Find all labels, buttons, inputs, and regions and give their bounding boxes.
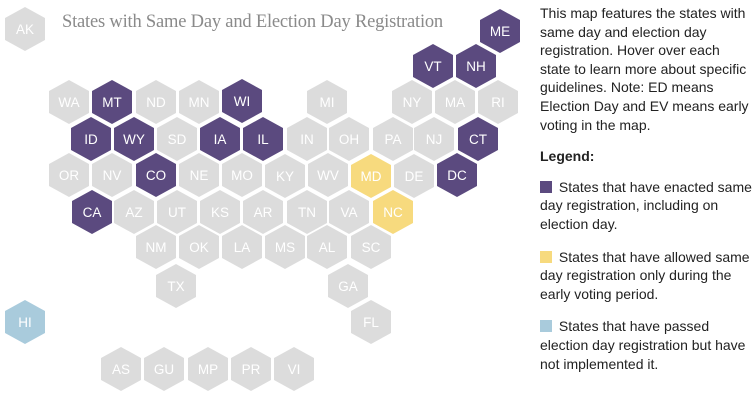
state-hex-nc[interactable]: NC xyxy=(373,190,413,234)
state-hex-mp[interactable]: MP xyxy=(188,347,228,391)
legend-item-early: States that have allowed same day regist… xyxy=(540,248,752,304)
state-hex-nh[interactable]: NH xyxy=(456,44,496,88)
legend-item-enacted: States that have enacted same day regist… xyxy=(540,178,752,234)
state-hex-nv[interactable]: NV xyxy=(92,153,132,197)
state-hex-ok[interactable]: OK xyxy=(179,225,219,269)
state-hex-tn[interactable]: TN xyxy=(287,190,327,234)
state-hex-or[interactable]: OR xyxy=(49,153,89,197)
state-hex-wa[interactable]: WA xyxy=(49,80,89,124)
state-hex-id[interactable]: ID xyxy=(71,117,111,161)
state-hex-az[interactable]: AZ xyxy=(114,190,154,234)
state-hex-pr[interactable]: PR xyxy=(231,347,271,391)
state-hex-al[interactable]: AL xyxy=(307,225,347,269)
state-hex-as[interactable]: AS xyxy=(101,347,141,391)
state-hex-dc[interactable]: DC xyxy=(437,153,477,197)
state-hex-me[interactable]: ME xyxy=(480,9,520,53)
state-hex-ca[interactable]: CA xyxy=(72,190,112,234)
legend-swatch-early xyxy=(540,250,552,263)
legend-swatch-notimpl xyxy=(540,320,552,333)
state-hex-md[interactable]: MD xyxy=(351,154,391,198)
state-hex-pa[interactable]: PA xyxy=(373,117,413,161)
state-hex-ms[interactable]: MS xyxy=(265,225,305,269)
state-hex-mn[interactable]: MN xyxy=(179,80,219,124)
state-hex-ia[interactable]: IA xyxy=(200,117,240,161)
state-hex-hi[interactable]: HI xyxy=(5,300,45,344)
legend-swatch-enacted xyxy=(540,180,552,193)
state-hex-sd[interactable]: SD xyxy=(157,117,197,161)
state-hex-wi[interactable]: WI xyxy=(222,79,262,123)
legend-label-early: States that have allowed same day regist… xyxy=(540,248,750,302)
state-hex-co[interactable]: CO xyxy=(136,153,176,197)
state-hex-ut[interactable]: UT xyxy=(157,190,197,234)
legend-title: Legend: xyxy=(540,148,595,165)
state-hex-va[interactable]: VA xyxy=(329,190,369,234)
state-hex-mi[interactable]: MI xyxy=(307,80,347,124)
legend-label-enacted: States that have enacted same day regist… xyxy=(540,178,752,232)
hex-map: States with Same Day and Election Day Re… xyxy=(5,7,520,391)
state-hex-la[interactable]: LA xyxy=(222,225,262,269)
state-hex-ga[interactable]: GA xyxy=(328,264,368,308)
state-hex-ma[interactable]: MA xyxy=(435,80,475,124)
state-hex-nj[interactable]: NJ xyxy=(414,117,454,161)
state-hex-fl[interactable]: FL xyxy=(351,300,391,344)
map-description: This map features the states with same d… xyxy=(540,5,749,133)
state-hex-nm[interactable]: NM xyxy=(136,225,176,269)
state-hex-nd[interactable]: ND xyxy=(136,80,176,124)
state-hex-ri[interactable]: RI xyxy=(478,80,518,124)
legend-item-notimpl: States that have passed election day reg… xyxy=(540,317,752,373)
state-hex-tx[interactable]: TX xyxy=(156,264,196,308)
state-hex-ky[interactable]: KY xyxy=(265,154,305,198)
state-hex-wy[interactable]: WY xyxy=(114,117,154,161)
info-panel: This map features the states with same d… xyxy=(540,4,752,387)
state-hex-oh[interactable]: OH xyxy=(329,117,369,161)
state-hex-il[interactable]: IL xyxy=(243,117,283,161)
state-hex-mo[interactable]: MO xyxy=(222,153,262,197)
legend-label-notimpl: States that have passed election day reg… xyxy=(540,318,746,372)
map-title: States with Same Day and Election Day Re… xyxy=(62,12,443,32)
state-hex-ne[interactable]: NE xyxy=(179,153,219,197)
state-hex-ar[interactable]: AR xyxy=(243,190,283,234)
state-hex-mt[interactable]: MT xyxy=(92,80,132,124)
state-hex-sc[interactable]: SC xyxy=(351,225,391,269)
state-hex-in[interactable]: IN xyxy=(287,117,327,161)
state-hex-ny[interactable]: NY xyxy=(392,80,432,124)
state-hex-ks[interactable]: KS xyxy=(200,190,240,234)
state-hex-ak[interactable]: AK xyxy=(5,7,45,51)
state-hex-de[interactable]: DE xyxy=(394,154,434,198)
state-hex-ct[interactable]: CT xyxy=(458,117,498,161)
state-hex-gu[interactable]: GU xyxy=(144,347,184,391)
state-hex-vi[interactable]: VI xyxy=(274,347,314,391)
state-hex-wv[interactable]: WV xyxy=(308,153,348,197)
state-hex-vt[interactable]: VT xyxy=(413,44,453,88)
